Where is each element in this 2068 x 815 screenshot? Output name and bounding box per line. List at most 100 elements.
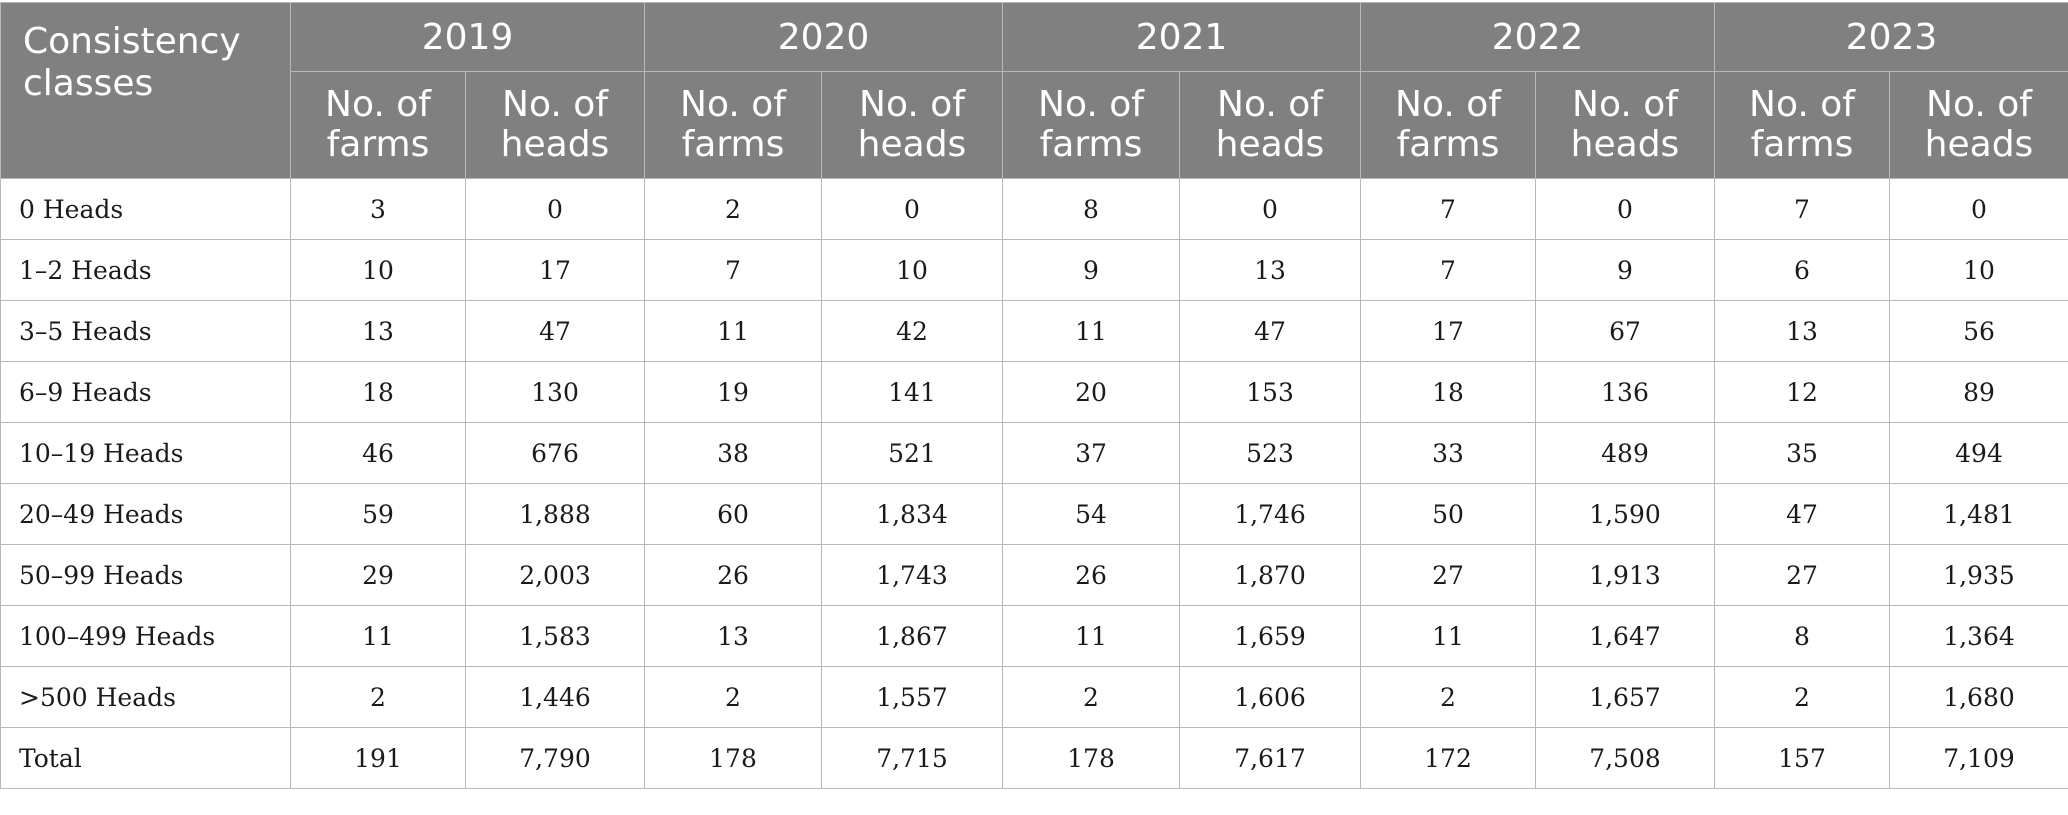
cell-heads: 9 bbox=[1535, 239, 1715, 301]
cell-heads: 13 bbox=[1179, 239, 1361, 301]
cell-farms: 11 bbox=[1360, 605, 1536, 667]
cell-farms: 13 bbox=[290, 300, 466, 362]
cell-heads: 7,715 bbox=[821, 727, 1003, 789]
header-row-subcolumns: No. of farms No. of heads No. of farms No. … bbox=[1, 71, 2068, 179]
cell-heads: 1,583 bbox=[465, 605, 645, 667]
cell-heads: 1,647 bbox=[1535, 605, 1715, 667]
year-header-2023: 2023 bbox=[1714, 2, 2068, 72]
sub-header-heads: No. of heads bbox=[1179, 71, 1361, 179]
cell-farms: 2 bbox=[644, 178, 822, 240]
sub-header-farms: No. of farms bbox=[644, 71, 822, 179]
cell-heads: 10 bbox=[1889, 239, 2068, 301]
cell-heads: 1,870 bbox=[1179, 544, 1361, 606]
cell-heads: 489 bbox=[1535, 422, 1715, 484]
cell-farms: 157 bbox=[1714, 727, 1890, 789]
cell-farms: 46 bbox=[290, 422, 466, 484]
table-row: 1–2 Heads 10 17 7 10 9 13 7 9 6 10 bbox=[0, 239, 2068, 301]
cell-farms: 13 bbox=[644, 605, 822, 667]
cell-heads: 7,109 bbox=[1889, 727, 2068, 789]
cell-farms: 33 bbox=[1360, 422, 1536, 484]
cell-farms: 11 bbox=[1002, 300, 1180, 362]
cell-heads: 141 bbox=[821, 361, 1003, 423]
cell-heads: 0 bbox=[1889, 178, 2068, 240]
cell-farms: 18 bbox=[1360, 361, 1536, 423]
cell-heads: 1,364 bbox=[1889, 605, 2068, 667]
data-table: Consistency classes 2019 2020 2021 2022 … bbox=[0, 2, 2068, 789]
table-row: 20–49 Heads 59 1,888 60 1,834 54 1,746 50 1,590 4… bbox=[0, 483, 2068, 545]
table-row: 50–99 Heads 29 2,003 26 1,743 26 1,870 27 1,913 2… bbox=[0, 544, 2068, 606]
cell-farms: 54 bbox=[1002, 483, 1180, 545]
cell-farms: 38 bbox=[644, 422, 822, 484]
cell-heads: 7,790 bbox=[465, 727, 645, 789]
cell-farms: 26 bbox=[1002, 544, 1180, 606]
cell-heads: 1,657 bbox=[1535, 666, 1715, 728]
cell-heads: 67 bbox=[1535, 300, 1715, 362]
cell-heads: 130 bbox=[465, 361, 645, 423]
cell-farms: 11 bbox=[290, 605, 466, 667]
row-label: Total bbox=[0, 727, 291, 789]
cell-farms: 178 bbox=[1002, 727, 1180, 789]
cell-heads: 89 bbox=[1889, 361, 2068, 423]
table-row: 6–9 Heads 18 130 19 141 20 153 18 136 12 89 bbox=[0, 361, 2068, 423]
cell-heads: 0 bbox=[1179, 178, 1361, 240]
cell-heads: 10 bbox=[821, 239, 1003, 301]
cell-farms: 2 bbox=[1002, 666, 1180, 728]
cell-farms: 3 bbox=[290, 178, 466, 240]
cell-heads: 0 bbox=[1535, 178, 1715, 240]
sub-header-farms: No. of farms bbox=[290, 71, 466, 179]
corner-header: Consistency classes bbox=[0, 2, 291, 179]
table-row: Total 191 7,790 178 7,715 178 7,617 172 7,508 157… bbox=[0, 727, 2068, 789]
sub-header-farms: No. of farms bbox=[1002, 71, 1180, 179]
cell-heads: 523 bbox=[1179, 422, 1361, 484]
cell-heads: 1,659 bbox=[1179, 605, 1361, 667]
cell-heads: 1,481 bbox=[1889, 483, 2068, 545]
cell-farms: 7 bbox=[644, 239, 822, 301]
cell-farms: 37 bbox=[1002, 422, 1180, 484]
cell-farms: 29 bbox=[290, 544, 466, 606]
cell-farms: 47 bbox=[1714, 483, 1890, 545]
cell-heads: 494 bbox=[1889, 422, 2068, 484]
cell-farms: 191 bbox=[290, 727, 466, 789]
cell-heads: 153 bbox=[1179, 361, 1361, 423]
cell-farms: 26 bbox=[644, 544, 822, 606]
row-label: 50–99 Heads bbox=[0, 544, 291, 606]
cell-farms: 27 bbox=[1714, 544, 1890, 606]
cell-heads: 1,888 bbox=[465, 483, 645, 545]
cell-heads: 7,617 bbox=[1179, 727, 1361, 789]
cell-heads: 1,743 bbox=[821, 544, 1003, 606]
cell-farms: 50 bbox=[1360, 483, 1536, 545]
cell-heads: 1,606 bbox=[1179, 666, 1361, 728]
cell-farms: 2 bbox=[644, 666, 822, 728]
row-label: >500 Heads bbox=[0, 666, 291, 728]
cell-heads: 136 bbox=[1535, 361, 1715, 423]
cell-heads: 1,935 bbox=[1889, 544, 2068, 606]
cell-farms: 60 bbox=[644, 483, 822, 545]
cell-farms: 8 bbox=[1714, 605, 1890, 667]
row-label: 100–499 Heads bbox=[0, 605, 291, 667]
row-label: 3–5 Heads bbox=[0, 300, 291, 362]
cell-farms: 6 bbox=[1714, 239, 1890, 301]
cell-heads: 521 bbox=[821, 422, 1003, 484]
cell-farms: 11 bbox=[1002, 605, 1180, 667]
cell-farms: 59 bbox=[290, 483, 466, 545]
cell-heads: 17 bbox=[465, 239, 645, 301]
cell-heads: 1,680 bbox=[1889, 666, 2068, 728]
cell-farms: 12 bbox=[1714, 361, 1890, 423]
cell-heads: 7,508 bbox=[1535, 727, 1715, 789]
cell-farms: 13 bbox=[1714, 300, 1890, 362]
table-row: 0 Heads 3 0 2 0 8 0 7 0 7 0 bbox=[0, 178, 2068, 240]
cell-farms: 35 bbox=[1714, 422, 1890, 484]
cell-heads: 1,557 bbox=[821, 666, 1003, 728]
cell-heads: 47 bbox=[1179, 300, 1361, 362]
table-row: 3–5 Heads 13 47 11 42 11 47 17 67 13 56 bbox=[0, 300, 2068, 362]
sub-header-heads: No. of heads bbox=[1889, 71, 2068, 179]
row-label: 0 Heads bbox=[0, 178, 291, 240]
table-row: 100–499 Heads 11 1,583 13 1,867 11 1,659 11 1,64… bbox=[0, 605, 2068, 667]
cell-farms: 7 bbox=[1360, 239, 1536, 301]
cell-farms: 17 bbox=[1360, 300, 1536, 362]
cell-heads: 1,746 bbox=[1179, 483, 1361, 545]
row-label: 10–19 Heads bbox=[0, 422, 291, 484]
year-header-2022: 2022 bbox=[1360, 2, 1715, 72]
table-row: 10–19 Heads 46 676 38 521 37 523 33 489 35 494 bbox=[0, 422, 2068, 484]
cell-heads: 1,867 bbox=[821, 605, 1003, 667]
